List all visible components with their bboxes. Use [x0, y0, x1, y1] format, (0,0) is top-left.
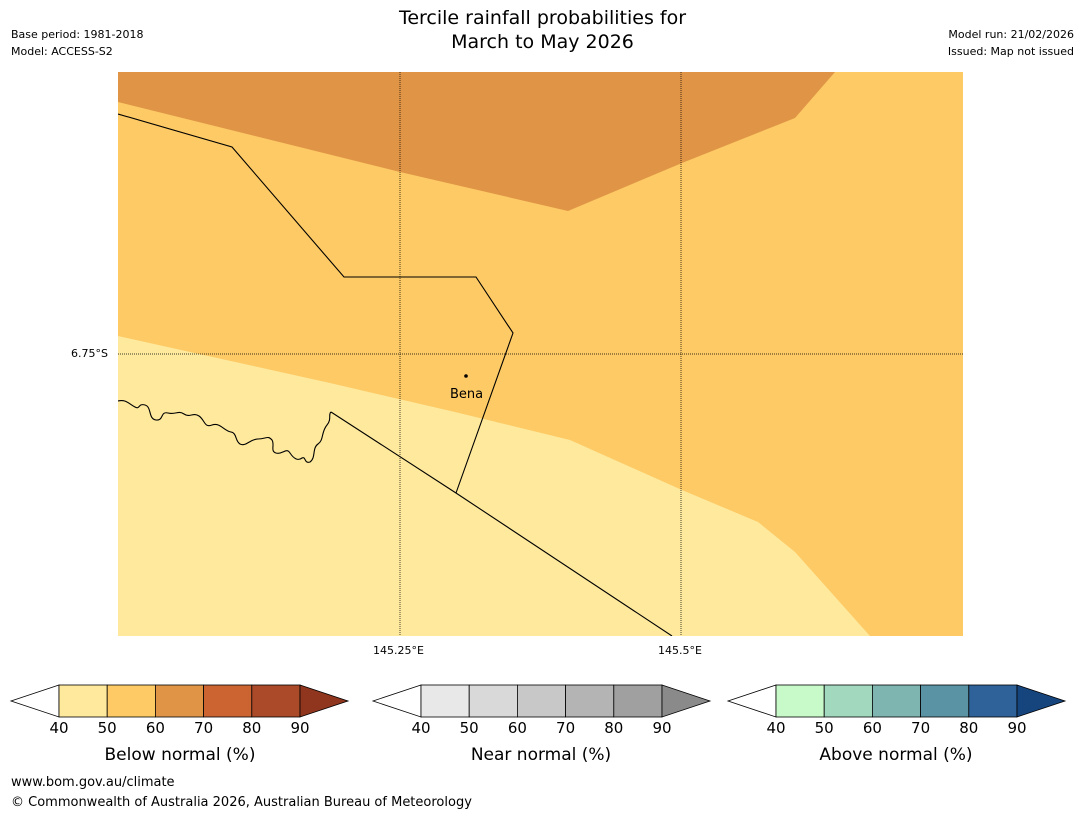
above-tick-label: 50 — [814, 719, 834, 737]
above-swatch-70 — [920, 684, 970, 718]
issued-status: Issued: Map not issued — [947, 45, 1074, 58]
meta-right: Model run: 21/02/2026 Issued: Map not is… — [948, 26, 1074, 60]
near-over-triangle — [661, 684, 712, 718]
below-tick-label: 50 — [97, 719, 117, 737]
below-swatch-80 — [251, 684, 301, 718]
colorbar-below — [9, 684, 350, 718]
longitude-label-145-5: 145.5°E — [658, 644, 702, 657]
near-under-triangle — [371, 684, 422, 718]
above-tick-label: 70 — [911, 719, 931, 737]
below-swatch-40 — [58, 684, 108, 718]
below-tick-label: 60 — [145, 719, 165, 737]
above-over-triangle — [1016, 684, 1067, 718]
colorbar-title-above: Above normal (%) — [819, 745, 973, 765]
province-boundary — [118, 113, 514, 494]
place-label-bena: Bena — [450, 387, 484, 402]
footer-copyright: © Commonwealth of Australia 2026, Austra… — [11, 795, 472, 810]
above-tick-label: 80 — [959, 719, 979, 737]
below-tick-label: 90 — [290, 719, 310, 737]
title-line-1: Tercile rainfall probabilities for — [398, 7, 687, 29]
near-tick-label: 50 — [459, 719, 479, 737]
below-over-triangle — [299, 684, 350, 718]
above-swatch-80 — [968, 684, 1018, 718]
model-run: Model run: 21/02/2026 — [948, 28, 1074, 41]
model-name: Model: ACCESS-S2 — [11, 45, 113, 58]
bena-marker — [464, 374, 468, 378]
near-tick-label: 40 — [411, 719, 431, 737]
near-swatch-40 — [420, 684, 470, 718]
base-period: Base period: 1981-2018 — [11, 28, 144, 41]
near-swatch-60 — [517, 684, 567, 718]
near-swatch-80 — [613, 684, 663, 718]
near-tick-label: 70 — [556, 719, 576, 737]
below-swatch-50 — [106, 684, 156, 718]
above-tick-label: 40 — [766, 719, 786, 737]
longitude-label-145-25: 145.25°E — [373, 644, 424, 657]
colorbar-title-near: Near normal (%) — [470, 745, 612, 765]
below-under-triangle — [9, 684, 60, 718]
above-tick-label: 60 — [862, 719, 882, 737]
above-swatch-50 — [823, 684, 873, 718]
meta-left: Base period: 1981-2018 Model: ACCESS-S2 — [11, 26, 143, 60]
above-under-triangle — [726, 684, 777, 718]
river-line — [118, 400, 332, 463]
near-swatch-70 — [565, 684, 615, 718]
province-boundary-south — [330, 411, 673, 636]
below-tick-label: 80 — [242, 719, 262, 737]
above-swatch-40 — [775, 684, 825, 718]
latitude-label: 6.75°S — [71, 347, 108, 360]
below-tick-label: 70 — [194, 719, 214, 737]
map-title: Tercile rainfall probabilities for March… — [0, 6, 1085, 54]
near-tick-label: 80 — [604, 719, 624, 737]
colorbar-near — [371, 684, 712, 718]
above-swatch-60 — [872, 684, 922, 718]
colorbar-above — [726, 684, 1067, 718]
below-swatch-60 — [154, 684, 204, 718]
near-tick-label: 60 — [507, 719, 527, 737]
colorbar-title-below: Below normal (%) — [104, 745, 256, 765]
near-tick-label: 90 — [652, 719, 672, 737]
above-tick-label: 90 — [1007, 719, 1027, 737]
region-below-60-70 — [118, 72, 835, 211]
title-line-2: March to May 2026 — [451, 31, 634, 53]
graticule — [118, 72, 963, 636]
near-swatch-50 — [468, 684, 518, 718]
below-tick-label: 40 — [49, 719, 69, 737]
below-swatch-70 — [203, 684, 253, 718]
boundaries — [118, 113, 673, 636]
footer-url: www.bom.gov.au/climate — [11, 775, 175, 790]
